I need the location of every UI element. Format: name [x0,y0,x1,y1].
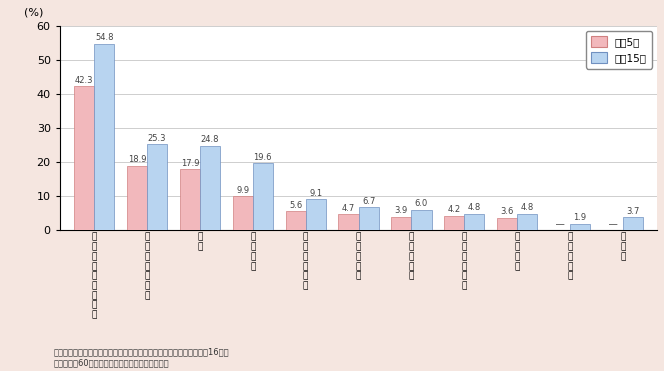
Bar [253,163,273,230]
Text: 24.8: 24.8 [201,135,219,144]
Text: 1.9: 1.9 [574,213,587,222]
Bar [127,166,147,230]
Bar [412,210,432,230]
Bar [180,169,200,230]
Text: 4.7: 4.7 [342,204,355,213]
Text: 3.7: 3.7 [626,207,639,216]
Text: 54.8: 54.8 [95,33,114,42]
Text: 4.2: 4.2 [448,206,461,214]
Text: 5.6: 5.6 [289,201,302,210]
Bar [74,86,94,230]
Text: 6.7: 6.7 [362,197,375,206]
Bar [517,214,537,230]
Text: 18.9: 18.9 [127,155,146,164]
Bar [391,217,412,230]
Text: 17.9: 17.9 [181,159,199,168]
Text: 19.6: 19.6 [254,153,272,162]
Bar [286,211,305,230]
Text: 3.9: 3.9 [395,206,408,216]
Text: 4.8: 4.8 [521,203,534,212]
Bar [147,144,167,230]
Bar [339,214,359,230]
Text: (%): (%) [24,8,43,18]
Bar [444,216,464,230]
Text: 6.0: 6.0 [415,199,428,208]
Bar [464,214,485,230]
Bar [305,199,326,230]
Text: 資料：内閣府「高齢者の地域社会への参加に関する意識調査」（平成16年）: 資料：内閣府「高齢者の地域社会への参加に関する意識調査」（平成16年） [53,347,228,356]
Text: 42.3: 42.3 [75,76,94,85]
Text: 9.9: 9.9 [236,186,249,195]
Legend: 平成5年, 平成15年: 平成5年, 平成15年 [586,31,652,69]
Text: 4.8: 4.8 [467,203,481,212]
Text: ―: ― [556,220,564,229]
Bar [570,224,590,230]
Text: 25.3: 25.3 [148,134,166,142]
Bar [623,217,643,230]
Text: 3.6: 3.6 [501,207,514,216]
Text: ―: ― [609,220,617,229]
Bar [359,207,378,230]
Text: （注）全国60歳以上の男女を対象とした調査結果: （注）全国60歳以上の男女を対象とした調査結果 [53,358,169,367]
Text: 9.1: 9.1 [309,189,322,198]
Bar [200,146,220,230]
Bar [232,196,253,230]
Bar [94,44,114,230]
Bar [497,218,517,230]
